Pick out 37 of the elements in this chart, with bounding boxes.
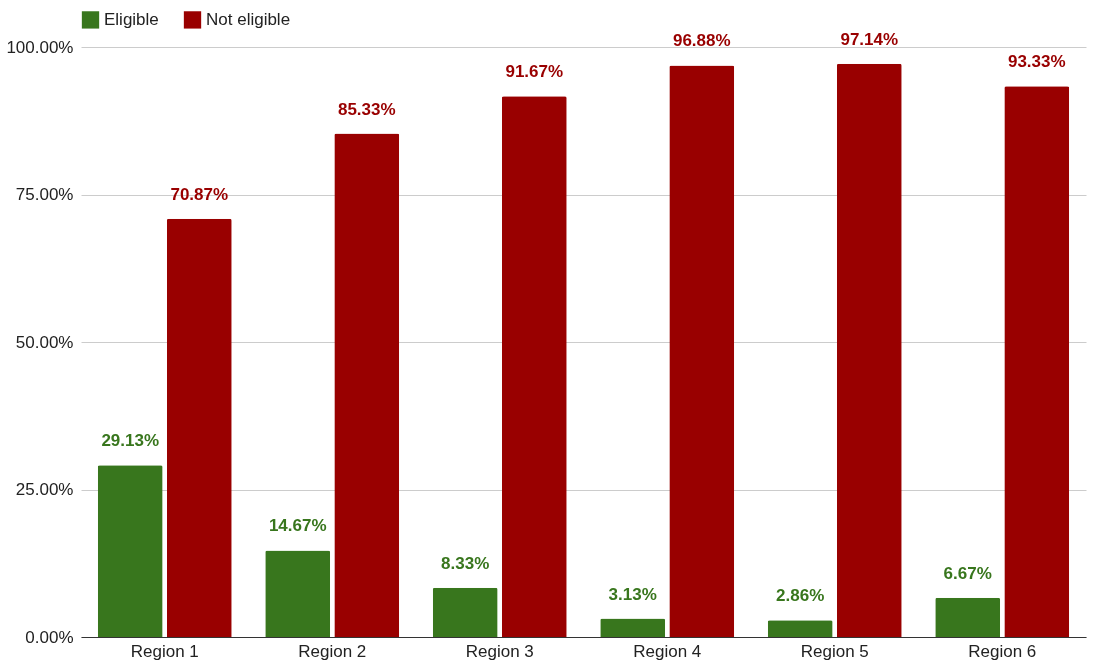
- bar: [836, 63, 902, 637]
- y-tick-label: 0.00%: [25, 627, 74, 647]
- data-label: 93.33%: [1007, 52, 1066, 72]
- y-tick-label: 75.00%: [15, 185, 74, 204]
- data-label: 91.67%: [505, 62, 564, 82]
- data-label: 85.33%: [337, 99, 396, 119]
- x-tick-label: Region 5: [800, 641, 869, 661]
- x-tick-label: Region 2: [298, 641, 367, 661]
- bar: [432, 587, 498, 637]
- bar: [501, 96, 567, 637]
- bar: [166, 218, 232, 637]
- x-tick-label: Region 4: [633, 641, 702, 661]
- data-label: 97.14%: [840, 29, 899, 49]
- data-label: 3.13%: [608, 584, 657, 604]
- x-tick-label: Region 3: [465, 641, 534, 661]
- y-tick-label: 25.00%: [15, 480, 74, 499]
- y-tick-label: 100.00%: [6, 37, 74, 57]
- bar: [669, 65, 735, 637]
- data-label: 2.86%: [776, 586, 825, 606]
- bar: [767, 620, 833, 637]
- x-tick-label: Region 1: [130, 641, 199, 661]
- bar: [600, 618, 666, 637]
- data-label: 70.87%: [170, 184, 229, 204]
- data-label: 29.13%: [101, 431, 160, 451]
- legend-label: Eligible: [104, 9, 159, 29]
- data-label: 6.67%: [943, 563, 992, 583]
- legend-label: Not eligible: [206, 9, 291, 29]
- x-tick-label: Region 6: [968, 641, 1037, 661]
- y-tick-label: 50.00%: [15, 332, 74, 352]
- bar: [935, 597, 1001, 637]
- data-label: 14.67%: [268, 516, 327, 536]
- bar: [265, 550, 331, 637]
- bar: [334, 133, 400, 637]
- bar: [1004, 86, 1070, 637]
- data-label: 96.88%: [672, 31, 731, 51]
- bar: [97, 465, 163, 637]
- data-label: 8.33%: [441, 553, 490, 573]
